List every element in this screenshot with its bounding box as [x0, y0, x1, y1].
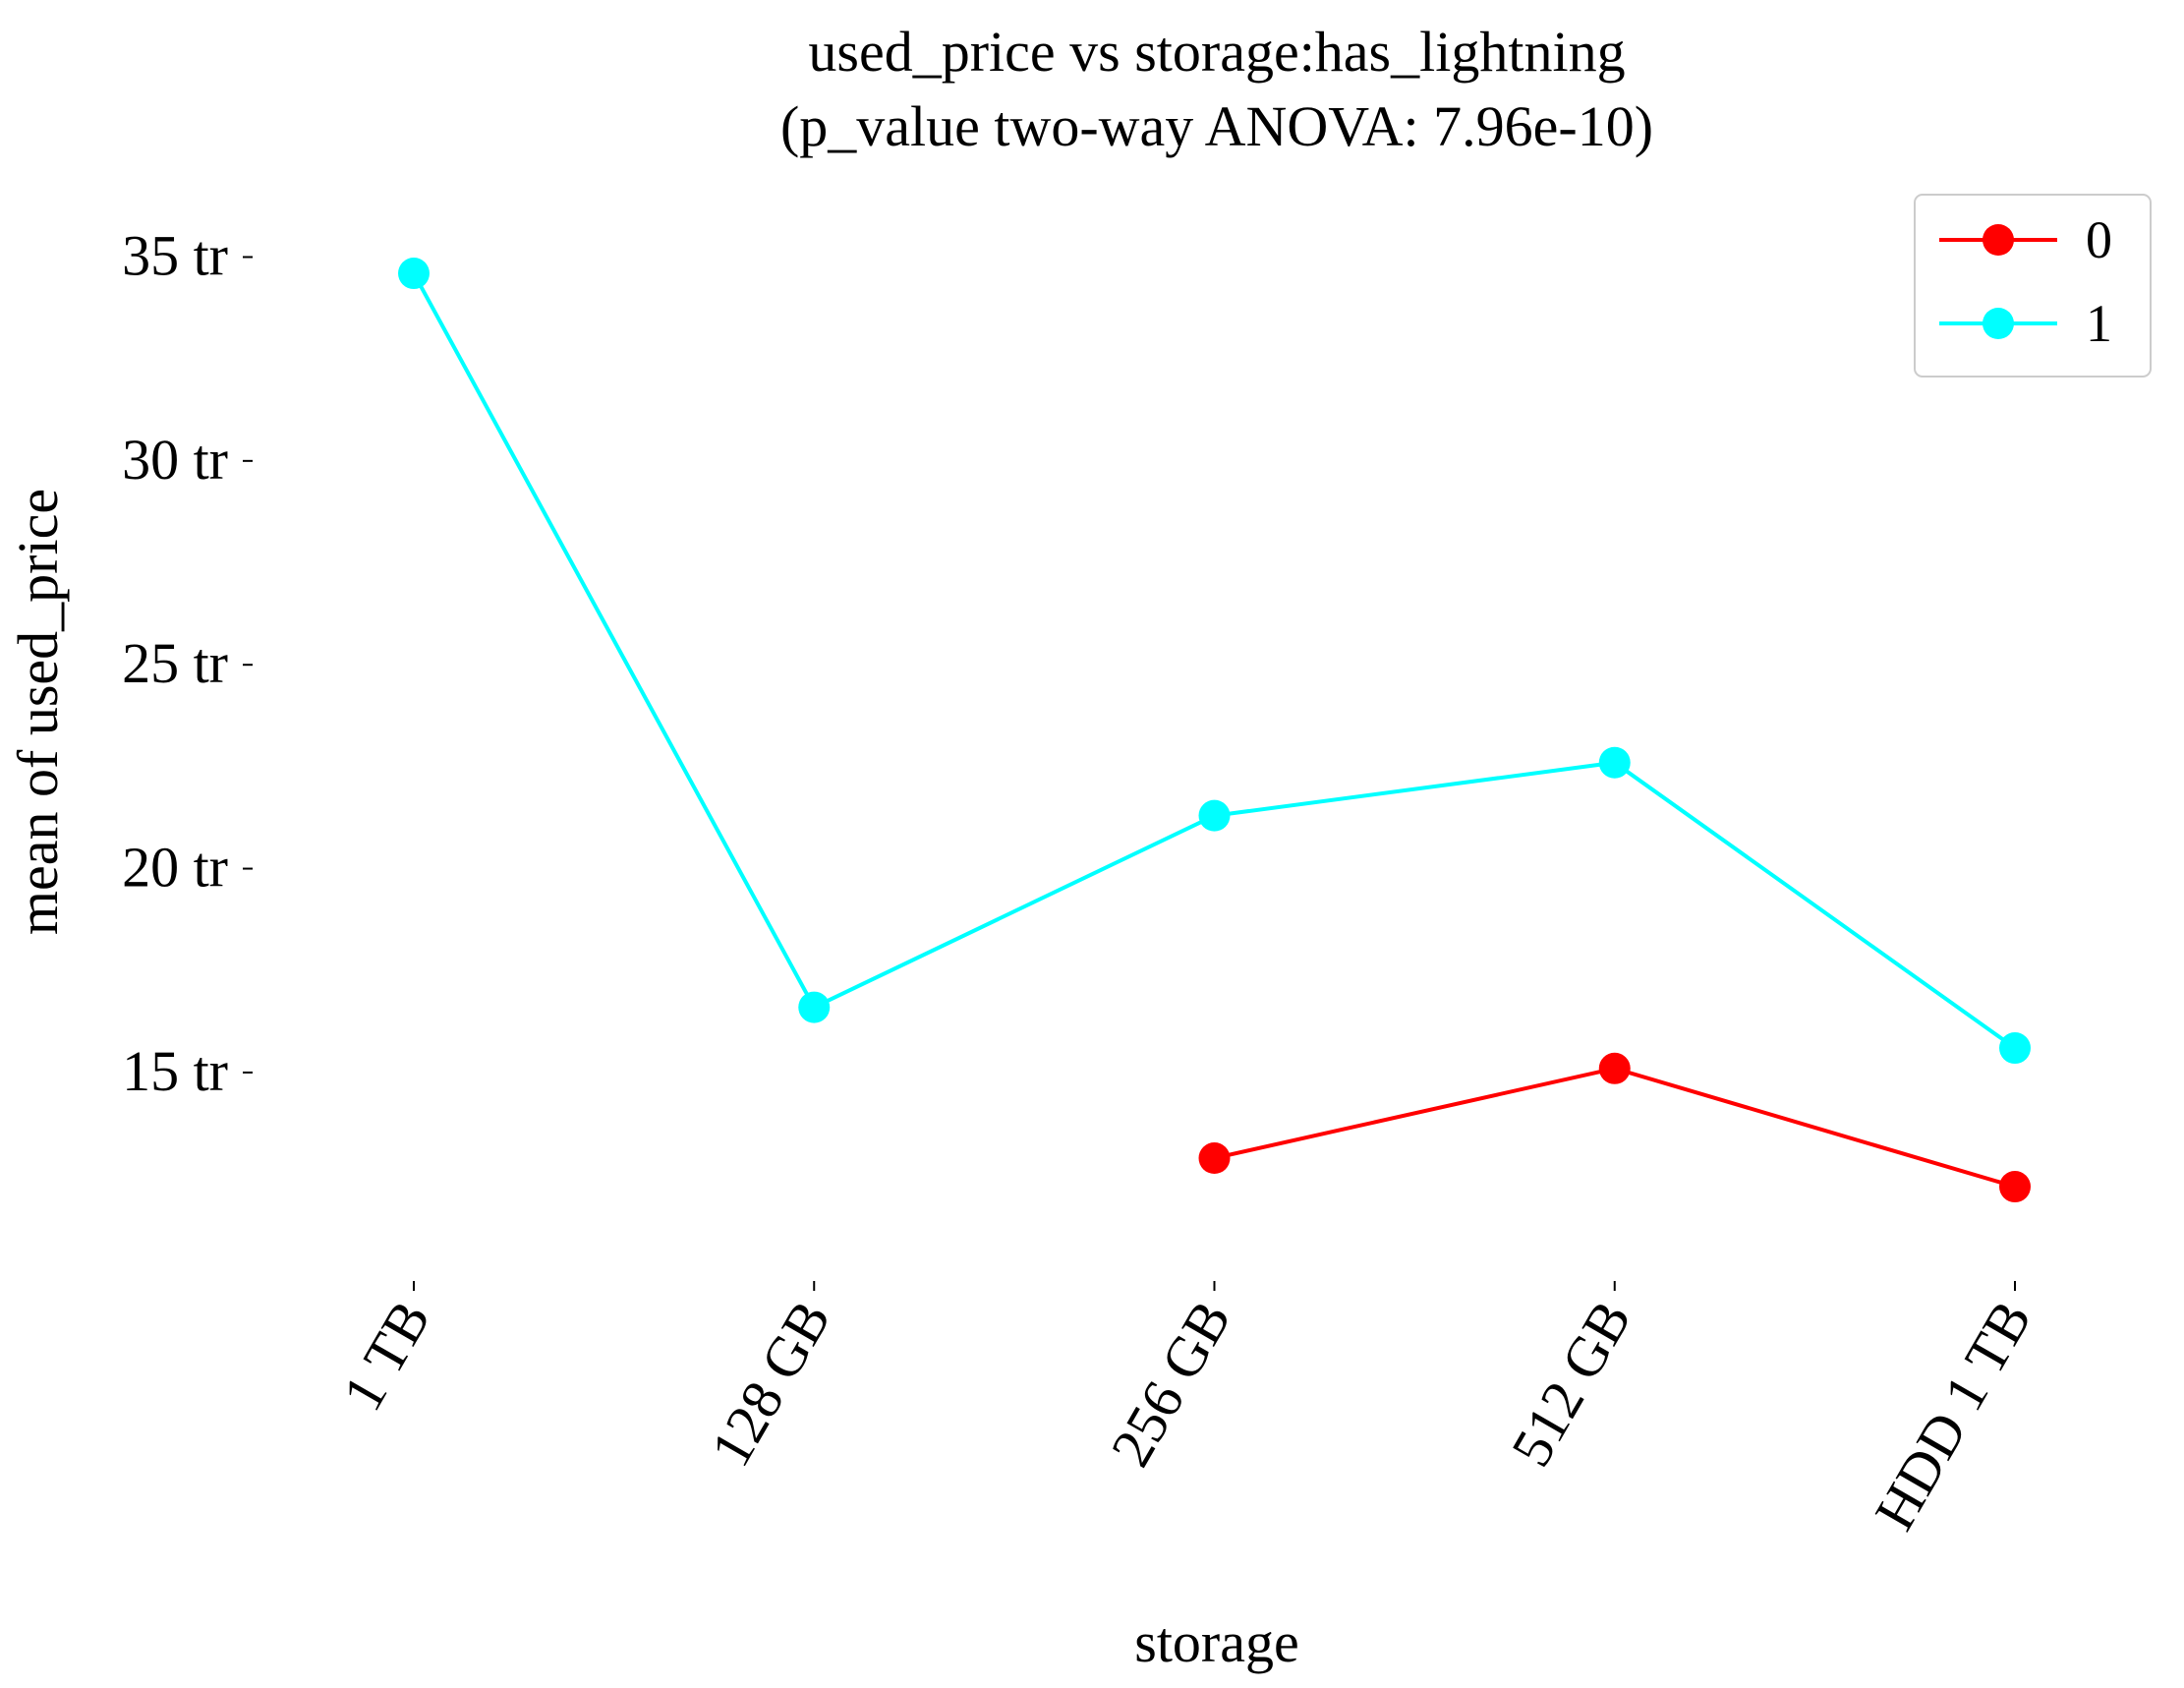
data-point: [1999, 1032, 2031, 1065]
series-line: [412, 272, 2017, 1050]
legend-item: 1: [1939, 294, 2112, 353]
x-tick-label: 512 GB: [1499, 1290, 1643, 1477]
y-tick-label: 25 tr: [122, 631, 228, 695]
chart-title: used_price vs storage:has_lightning: [808, 20, 1625, 84]
legend-label: 1: [2086, 294, 2112, 353]
legend-item: 0: [1939, 210, 2112, 269]
x-axis-label: storage: [1134, 1610, 1299, 1674]
data-point: [1598, 746, 1631, 779]
legend-marker: [1983, 224, 2014, 256]
y-tick-label: 35 tr: [122, 223, 228, 287]
legend-marker: [1983, 308, 2014, 339]
y-tick-label: 15 tr: [122, 1039, 228, 1103]
x-axis: 1 TB 128 GB 256 GB 512 GB HDD 1 TB: [330, 1281, 2044, 1541]
series-line: [1214, 1066, 2016, 1189]
data-point: [798, 991, 831, 1023]
series-0: [1198, 1052, 2031, 1203]
data-point: [1999, 1171, 2031, 1203]
y-tick-label: 20 tr: [122, 836, 228, 900]
y-axis-label: mean of used_price: [6, 489, 70, 935]
series-1: [398, 258, 2031, 1065]
legend-box: [1914, 194, 2152, 378]
data-point: [1198, 799, 1231, 832]
data-point: [1198, 1142, 1231, 1175]
legend: 01: [1914, 194, 2152, 378]
y-tick-label: 30 tr: [122, 428, 228, 492]
y-axis: 15 tr 20 tr 25 tr 30 tr 35 tr: [122, 223, 253, 1103]
x-tick-label: 256 GB: [1098, 1290, 1242, 1477]
plot-area: [398, 258, 2031, 1203]
x-tick-label: 1 TB: [330, 1290, 443, 1421]
data-point: [1598, 1052, 1631, 1084]
chart-subtitle: (p_value two-way ANOVA: 7.96e-10): [780, 94, 1653, 158]
legend-label: 0: [2086, 210, 2112, 269]
x-tick-label: 128 GB: [698, 1290, 842, 1477]
data-point: [398, 258, 430, 290]
x-tick-label: HDD 1 TB: [1863, 1290, 2044, 1541]
